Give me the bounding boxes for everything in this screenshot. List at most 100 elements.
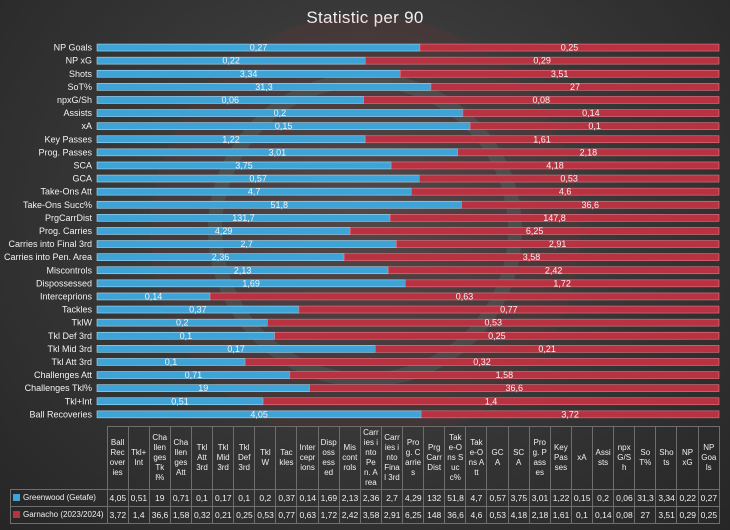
table-column-header: Take-Ons Att [465,426,488,490]
table-cell: 0,1 [233,489,256,507]
bar-garnacho [387,266,720,275]
category-label: Take-Ons Att [40,187,92,197]
table-cell: 4,6 [465,506,488,524]
table-column-header: Ball Recoveries [106,426,129,490]
table-cell: 0,2 [592,489,615,507]
table-cell: 0,32 [190,506,214,524]
table-cell: 132 [423,489,446,507]
category-label: Prog. Passes [38,147,92,157]
table-column-header: Prog. Carries [402,426,425,490]
table-column-header: Challenges Att [169,426,192,490]
data-label-garnacho: 4,18 [546,160,564,170]
data-label-greenwood: 4,05 [250,409,268,419]
bar-garnacho [430,83,720,91]
table-cell: 0,27 [697,489,721,507]
table-column-header: Carries into Final 3rd [380,426,404,490]
table-cell: 0,21 [212,506,235,524]
category-label: Shots [69,69,93,79]
legend-entry: Greenwood (Getafe) [10,489,108,507]
table-cell: 0,14 [296,489,319,507]
table-column-header: PrgCarrDist [423,426,446,490]
table-cell: 0,25 [233,506,256,524]
table-cell: 0,53 [486,506,509,524]
category-label: Tkl+Int [65,396,93,406]
table-column-header: Tkl Att 3rd [190,426,214,490]
table-cell: 0,17 [212,489,235,507]
table-cell: 1,4 [127,506,150,524]
table-column-header: Tackles [275,426,298,490]
table-cell: 0,06 [613,489,636,507]
category-label: Interceprions [40,291,93,301]
data-label-garnacho: 0,53 [560,174,578,184]
table-cell: 6,25 [402,506,425,524]
table-cell: 0,53 [254,506,277,524]
table-column-header: Tkl Def 3rd [233,426,256,490]
table-cell: 0,71 [169,489,192,507]
table-cell: 0,1 [570,506,594,524]
category-label: Dispossessed [36,278,92,288]
category-label: NP xG [66,56,92,66]
data-label-garnacho: 3,72 [561,409,579,419]
data-label-greenwood: 1,22 [222,134,240,144]
data-label-garnacho: 0,32 [473,357,491,367]
table-cell: 2,42 [338,506,361,524]
data-label-garnacho: 1,61 [533,134,551,144]
table-cell: 0,22 [676,489,699,507]
data-label-garnacho: 2,42 [545,265,563,275]
table-cell: 2,18 [528,506,551,524]
data-label-greenwood: 0,14 [145,291,163,301]
bar-garnacho [420,410,720,419]
table-cell: 0,63 [296,506,319,524]
table-cell: 0,29 [676,506,699,524]
table-cell: 2,7 [380,489,404,507]
data-label-greenwood: 0,2 [274,108,287,118]
table-cell: 31,3 [634,489,657,507]
table-cell: 36,6 [444,506,467,524]
data-label-garnacho: 0,1 [588,121,601,131]
table-cell: 2,91 [380,506,404,524]
category-label: GCA [72,174,92,184]
data-label-greenwood: 4,7 [248,187,261,197]
table-cell: 1,58 [169,506,192,524]
bar-garnacho [461,200,720,209]
legend-swatch [13,511,20,518]
data-label-greenwood: 2,36 [212,252,230,262]
data-label-greenwood: 0,27 [250,43,268,53]
table-cell: 1,72 [317,506,340,524]
table-cell: 3,75 [507,489,530,507]
bar-garnacho [457,148,720,157]
category-label: npxG/Sh [57,95,92,105]
data-label-garnacho: 0,63 [456,291,474,301]
data-label-greenwood: 0,22 [222,56,240,66]
category-label: Challenges Att [34,370,93,380]
category-label: PrgCarrDist [45,213,93,223]
table-cell: 2,36 [359,489,382,507]
bar-garnacho [298,305,720,314]
data-label-garnacho: 0,29 [533,56,551,66]
table-cell: 3,51 [655,506,678,524]
table-cell: 0,2 [254,489,277,507]
table-row: Garnacho (2023/2024) 3,72 1,4 36,6 1,58 0,32 0… [10,506,721,524]
data-label-greenwood: 0,1 [165,357,178,367]
table-cell: 3,72 [106,506,129,524]
category-label: xA [81,121,92,131]
data-label-garnacho: 4,6 [559,187,572,197]
data-label-garnacho: 36,6 [581,200,599,210]
category-label: Assists [63,108,92,118]
data-label-garnacho: 1,72 [553,278,571,288]
table-cell: 148 [423,506,446,524]
category-label: NP Goals [54,43,93,53]
category-label: SoT% [67,82,92,92]
table-column-header: Interceprions [296,426,319,490]
table-cell: 3,58 [359,506,382,524]
chart-title: Statistic per 90 [0,8,730,28]
category-label: Miscontrols [46,265,92,275]
table-cell: 3,34 [655,489,678,507]
table-cell: 1,69 [317,489,340,507]
data-label-greenwood: 0,15 [275,121,293,131]
data-label-garnacho: 0,25 [561,43,579,53]
category-label: Ball Recoveries [29,409,92,419]
bar-garnacho [404,279,720,288]
data-label-garnacho: 3,58 [523,252,541,262]
data-label-greenwood: 0,57 [249,174,267,184]
